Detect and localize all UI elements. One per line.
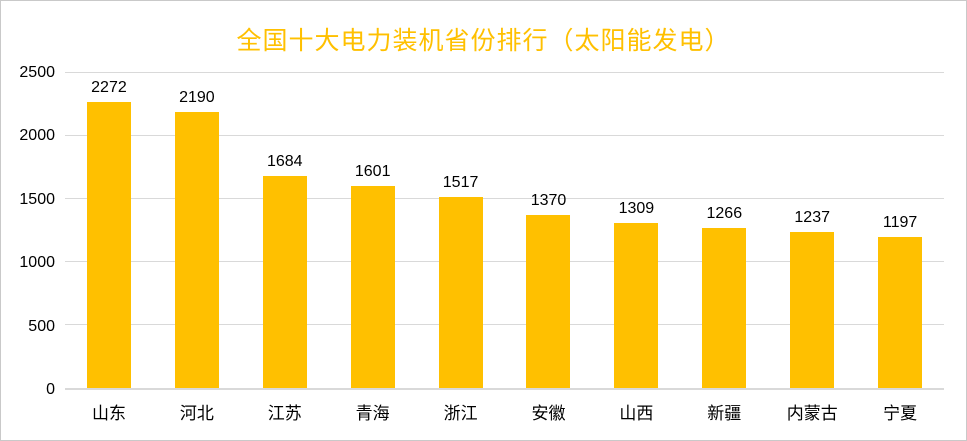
bar-value-label: 2272 <box>91 78 127 96</box>
gridline <box>65 135 944 136</box>
bar <box>438 196 483 388</box>
bar <box>86 101 131 388</box>
bar-slot: 2272 山东 <box>65 73 153 423</box>
bar-slot: 1684 江苏 <box>241 73 329 423</box>
bar-value-label: 2190 <box>179 89 215 107</box>
gridline <box>65 324 944 325</box>
bar-value-label: 1684 <box>266 152 303 170</box>
chart-title: 全国十大电力装机省份排行（太阳能发电） <box>236 27 731 55</box>
bar <box>790 232 835 388</box>
bar <box>350 186 395 388</box>
bar-value-label: 1197 <box>882 214 918 232</box>
bar-slot: 1237 内蒙古 <box>768 73 856 423</box>
x-axis-category-label: 浙江 <box>443 404 478 423</box>
bar-value-label: 1266 <box>706 205 743 223</box>
bar <box>526 215 571 388</box>
bar-value-label: 1237 <box>794 209 830 227</box>
bar-slot: 1309 山西 <box>592 73 680 423</box>
x-axis-category-label: 安徽 <box>531 404 566 423</box>
gridline <box>65 198 944 199</box>
bar <box>614 223 659 388</box>
gridline <box>65 261 944 262</box>
y-axis-tick-label: 2500 <box>19 64 55 81</box>
y-axis-tick-label: 0 <box>46 381 55 398</box>
bar-slot: 1197 宁夏 <box>856 73 944 423</box>
bar <box>878 237 923 388</box>
bar-slot: 1517 浙江 <box>417 73 505 423</box>
bar-slot: 1370 安徽 <box>505 73 593 423</box>
plot-area: 2272 山东 2190 河北 1684 江苏 1601 青海 1517 浙江 1370 安徽 1309… <box>65 72 944 423</box>
bar-slot: 1601 青海 <box>329 73 417 423</box>
x-axis-category-label: 山东 <box>91 404 126 423</box>
x-axis-category-label: 青海 <box>355 404 390 423</box>
gridline <box>65 72 944 73</box>
bar-value-label: 1370 <box>530 192 567 210</box>
bar <box>174 112 219 388</box>
bar-slot: 1266 新疆 <box>680 73 768 423</box>
bar-slot: 2190 河北 <box>153 73 241 423</box>
bar <box>262 175 307 388</box>
x-axis-category-label: 河北 <box>179 404 214 423</box>
bar-series: 2272 山东 2190 河北 1684 江苏 1601 青海 1517 浙江 1370 安徽 1309… <box>65 73 944 423</box>
bar <box>702 228 747 388</box>
bar-value-label: 1601 <box>354 163 391 181</box>
x-axis-category-label: 新疆 <box>707 404 742 423</box>
y-axis: 0 500 1000 1500 2000 2500 <box>1 64 55 398</box>
y-axis-tick-label: 500 <box>28 317 55 335</box>
y-axis-tick-label: 1500 <box>19 190 55 208</box>
x-axis-category-label: 内蒙古 <box>786 404 838 423</box>
bar-value-label: 1517 <box>442 173 479 191</box>
bar-value-label: 1309 <box>618 200 655 218</box>
x-axis-category-label: 宁夏 <box>883 404 918 423</box>
y-axis-tick-label: 1000 <box>19 254 55 272</box>
y-axis-tick-label: 2000 <box>19 127 55 145</box>
x-axis-category-label: 山西 <box>619 404 654 423</box>
x-axis-category-label: 江苏 <box>267 404 302 423</box>
